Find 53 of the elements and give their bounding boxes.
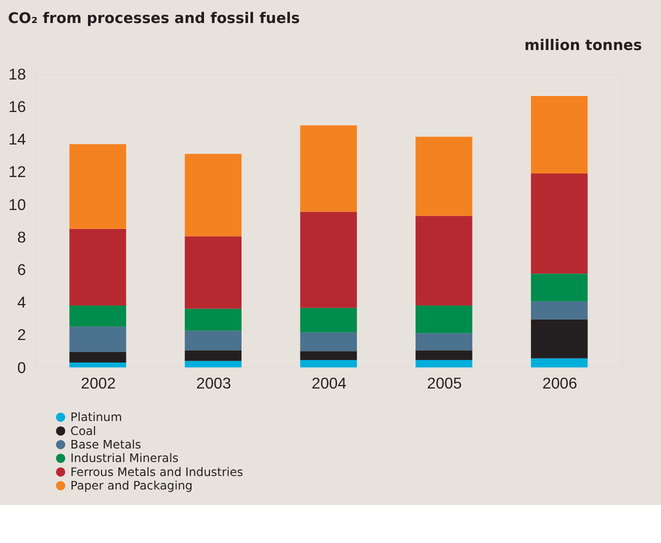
bar	[300, 308, 357, 332]
y-tick-label: 4	[17, 294, 26, 312]
bar	[184, 350, 242, 361]
bar	[416, 216, 472, 306]
bar	[69, 144, 126, 229]
bar	[184, 154, 242, 236]
bar	[530, 96, 588, 174]
bar	[184, 360, 242, 368]
y-tick-label: 0	[17, 360, 26, 377]
x-tick-label: 2006	[542, 375, 578, 392]
bar	[300, 125, 357, 212]
legend-label: Coal	[70, 424, 96, 438]
bar	[416, 305, 472, 334]
y-tick-label: 12	[8, 164, 26, 182]
bar	[69, 305, 126, 327]
x-tick-label: 2002	[80, 375, 116, 392]
bar	[416, 333, 472, 350]
bar	[530, 301, 588, 320]
legend-label: Base Metals	[70, 438, 142, 452]
bar	[300, 212, 357, 308]
y-axis-title: million tonnes	[524, 37, 642, 54]
bar	[530, 173, 588, 274]
bar	[69, 362, 126, 368]
bar	[530, 358, 588, 368]
bar	[69, 352, 126, 363]
bar	[416, 350, 472, 360]
y-tick-label: 6	[17, 262, 26, 279]
bar	[300, 332, 357, 352]
bar	[69, 326, 126, 352]
legend-label: Ferrous Metals and Industries	[70, 464, 244, 479]
bar	[530, 274, 588, 302]
bar	[300, 351, 357, 360]
y-tick-label: 10	[8, 196, 26, 214]
legend-label: Platinum	[70, 410, 122, 424]
y-tick-label: 2	[17, 327, 26, 344]
chart-title: CO₂ from processes and fossil fuels	[8, 10, 300, 28]
legend-label: Paper and Packaging	[70, 478, 193, 493]
legend-label: Industrial Minerals	[70, 451, 178, 466]
bar	[184, 308, 242, 331]
y-tick-label: 16	[8, 99, 26, 116]
x-tick-label: 2003	[196, 375, 232, 392]
x-tick-label: 2004	[312, 375, 347, 392]
x-tick-label: 2005	[427, 375, 462, 392]
bar	[300, 360, 357, 368]
y-tick-label: 8	[17, 229, 26, 246]
bar	[416, 136, 472, 216]
bar	[69, 228, 126, 306]
bar	[184, 330, 242, 350]
bar	[184, 236, 242, 309]
bar	[416, 360, 472, 368]
bar	[530, 319, 588, 358]
y-tick-label: 18	[8, 66, 26, 84]
y-tick-label: 14	[8, 132, 26, 149]
